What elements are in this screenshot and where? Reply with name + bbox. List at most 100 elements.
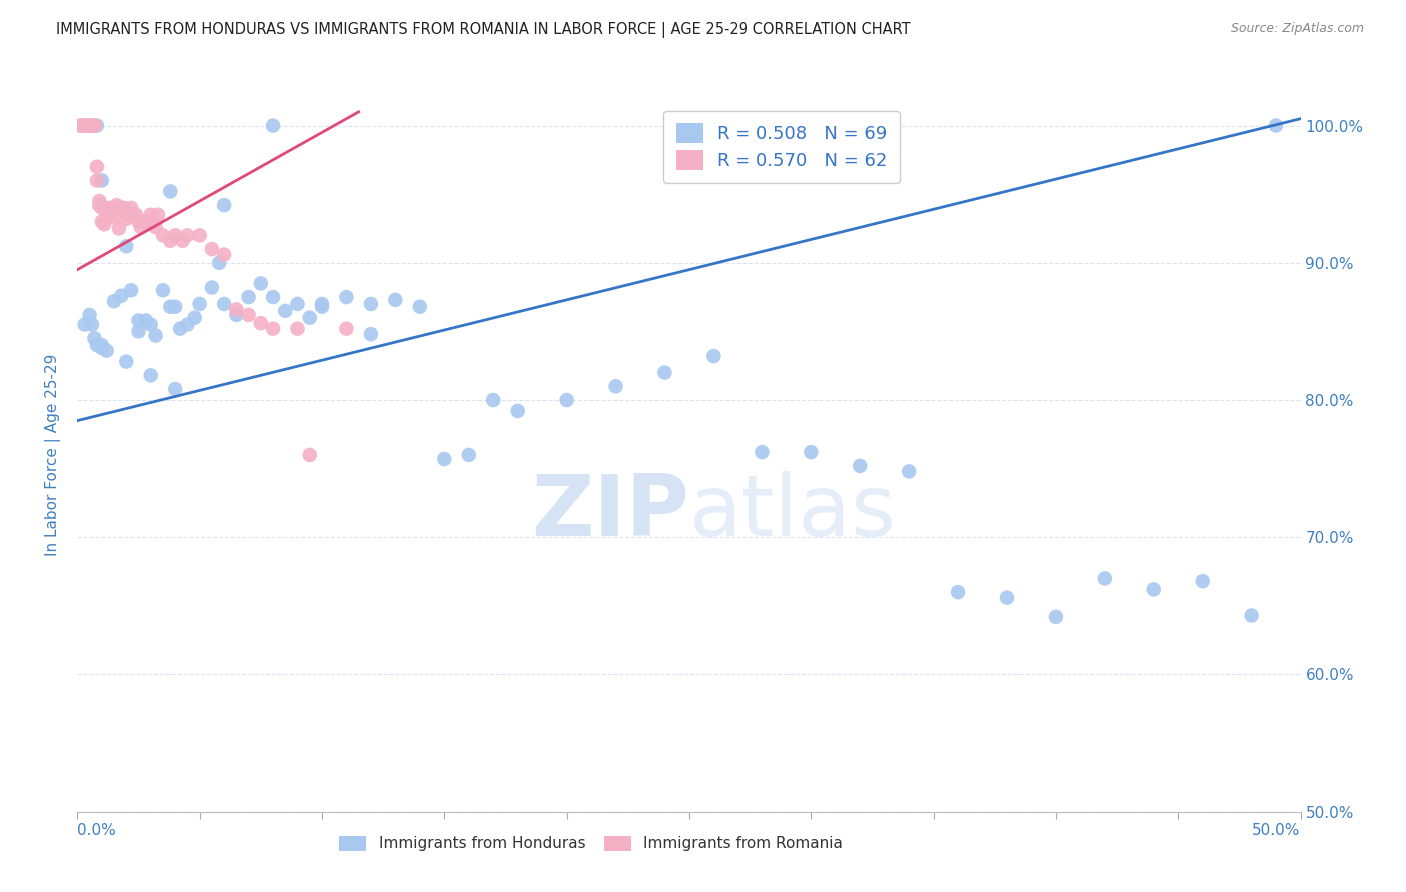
- Text: atlas: atlas: [689, 470, 897, 554]
- Point: [995, 591, 1018, 605]
- Point: [335, 321, 357, 335]
- Point: [128, 325, 150, 339]
- Point: [110, 289, 132, 303]
- Point: [159, 300, 181, 314]
- Point: [139, 368, 162, 383]
- Point: [70, 119, 93, 133]
- Point: [262, 321, 284, 335]
- Point: [83, 119, 105, 133]
- Point: [132, 214, 155, 228]
- Point: [112, 201, 135, 215]
- Point: [115, 239, 138, 253]
- Point: [145, 328, 167, 343]
- Point: [287, 321, 309, 335]
- Point: [457, 448, 479, 462]
- Point: [86, 119, 108, 133]
- Point: [135, 313, 157, 327]
- Point: [120, 283, 142, 297]
- Point: [136, 214, 159, 228]
- Text: 50.0%: 50.0%: [1253, 822, 1301, 838]
- Point: [76, 119, 98, 133]
- Point: [1240, 608, 1263, 623]
- Point: [176, 228, 198, 243]
- Point: [80, 119, 103, 133]
- Point: [238, 290, 260, 304]
- Point: [360, 327, 382, 342]
- Point: [159, 185, 181, 199]
- Point: [262, 119, 284, 133]
- Point: [80, 119, 103, 133]
- Point: [103, 294, 125, 309]
- Point: [225, 308, 247, 322]
- Point: [69, 119, 91, 133]
- Point: [80, 318, 103, 332]
- Point: [1045, 610, 1067, 624]
- Point: [135, 214, 157, 228]
- Point: [115, 354, 138, 368]
- Point: [110, 201, 132, 215]
- Point: [946, 585, 969, 599]
- Point: [311, 297, 333, 311]
- Point: [79, 119, 101, 133]
- Point: [86, 173, 108, 187]
- Point: [250, 277, 273, 291]
- Point: [89, 198, 111, 212]
- Point: [201, 242, 224, 256]
- Point: [409, 300, 432, 314]
- Point: [165, 382, 187, 396]
- Point: [96, 201, 118, 215]
- Point: [225, 302, 247, 317]
- Point: [86, 338, 108, 352]
- Point: [287, 297, 309, 311]
- Point: [76, 119, 98, 133]
- Text: 0.0%: 0.0%: [77, 822, 117, 838]
- Text: ZIP: ZIP: [531, 470, 689, 554]
- Point: [298, 310, 321, 325]
- Point: [212, 297, 235, 311]
- Point: [506, 404, 529, 418]
- Point: [79, 119, 101, 133]
- Point: [90, 173, 112, 187]
- Point: [90, 201, 112, 215]
- Point: [96, 343, 118, 358]
- Point: [1265, 119, 1288, 133]
- Point: [90, 341, 112, 355]
- Point: [1143, 582, 1166, 597]
- Point: [80, 119, 103, 133]
- Point: [129, 220, 152, 235]
- Point: [73, 119, 96, 133]
- Point: [83, 119, 105, 133]
- Point: [208, 256, 231, 270]
- Point: [108, 221, 131, 235]
- Point: [800, 445, 823, 459]
- Point: [165, 228, 187, 243]
- Point: [98, 208, 121, 222]
- Point: [262, 290, 284, 304]
- Point: [152, 228, 174, 243]
- Point: [83, 119, 105, 133]
- Y-axis label: In Labor Force | Age 25-29: In Labor Force | Age 25-29: [45, 354, 62, 556]
- Point: [212, 247, 235, 261]
- Point: [238, 308, 260, 322]
- Point: [90, 214, 112, 228]
- Point: [79, 119, 101, 133]
- Point: [605, 379, 627, 393]
- Point: [105, 198, 128, 212]
- Point: [654, 366, 676, 380]
- Point: [120, 201, 142, 215]
- Point: [83, 331, 105, 345]
- Point: [90, 338, 112, 352]
- Point: [93, 218, 115, 232]
- Point: [79, 119, 101, 133]
- Point: [79, 308, 101, 322]
- Point: [169, 321, 191, 335]
- Point: [250, 316, 273, 330]
- Point: [165, 300, 187, 314]
- Point: [86, 160, 108, 174]
- Point: [103, 211, 125, 225]
- Point: [76, 119, 98, 133]
- Point: [702, 349, 724, 363]
- Point: [188, 297, 211, 311]
- Point: [1191, 574, 1213, 589]
- Legend: Immigrants from Honduras, Immigrants from Romania: Immigrants from Honduras, Immigrants fro…: [333, 830, 849, 857]
